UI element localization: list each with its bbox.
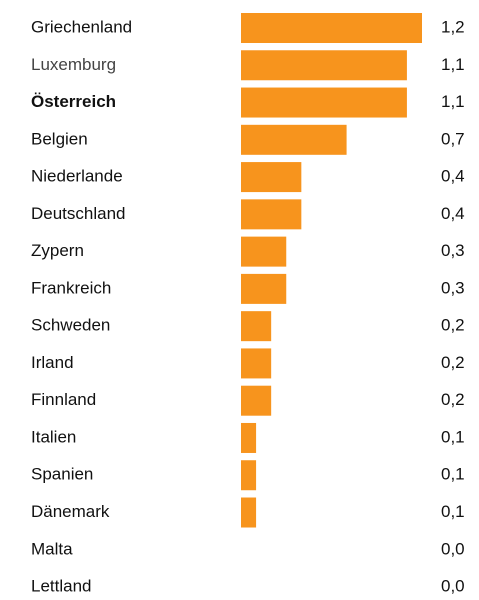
category-label: Zypern (31, 241, 84, 260)
bar (241, 124, 347, 155)
value-label: 0,0 (441, 539, 465, 558)
value-label: 0,0 (441, 577, 465, 596)
category-label: Schweden (31, 316, 110, 335)
category-label: Finnland (31, 390, 96, 409)
category-label: Frankreich (31, 278, 111, 297)
value-label: 0,1 (441, 465, 465, 484)
value-label: 0,4 (441, 167, 465, 186)
bar (241, 348, 272, 379)
value-label: 0,1 (441, 502, 465, 521)
value-label: 0,3 (441, 278, 465, 297)
bar (241, 13, 422, 43)
category-label: Lettland (31, 577, 92, 596)
value-label: 1,2 (441, 17, 465, 36)
bar (241, 497, 257, 528)
category-label: Griechenland (31, 17, 132, 36)
bar (241, 422, 257, 453)
category-label: Dänemark (31, 502, 110, 521)
value-label: 1,1 (441, 55, 465, 74)
bar (241, 385, 272, 416)
bar (241, 273, 287, 304)
category-label: Niederlande (31, 167, 123, 186)
bar (241, 460, 257, 491)
value-label: 0,2 (441, 390, 465, 409)
value-label: 0,1 (441, 427, 465, 446)
category-label: Irland (31, 353, 74, 372)
value-label: 0,2 (441, 353, 465, 372)
value-label: 0,2 (441, 316, 465, 335)
bar (241, 236, 287, 267)
value-label: 0,4 (441, 204, 465, 223)
category-label: Italien (31, 427, 76, 446)
category-label: Deutschland (31, 204, 126, 223)
value-label: 0,3 (441, 241, 465, 260)
value-label: 0,7 (441, 129, 465, 148)
bar (241, 311, 272, 342)
value-label: 1,1 (441, 92, 465, 111)
bar (241, 162, 302, 193)
category-label: Österreich (31, 92, 116, 111)
category-label: Spanien (31, 465, 93, 484)
category-label: Luxemburg (31, 55, 116, 74)
bar (241, 50, 407, 81)
bar (241, 87, 407, 118)
bar (241, 199, 302, 230)
category-label: Belgien (31, 129, 88, 148)
category-label: Malta (31, 539, 73, 558)
